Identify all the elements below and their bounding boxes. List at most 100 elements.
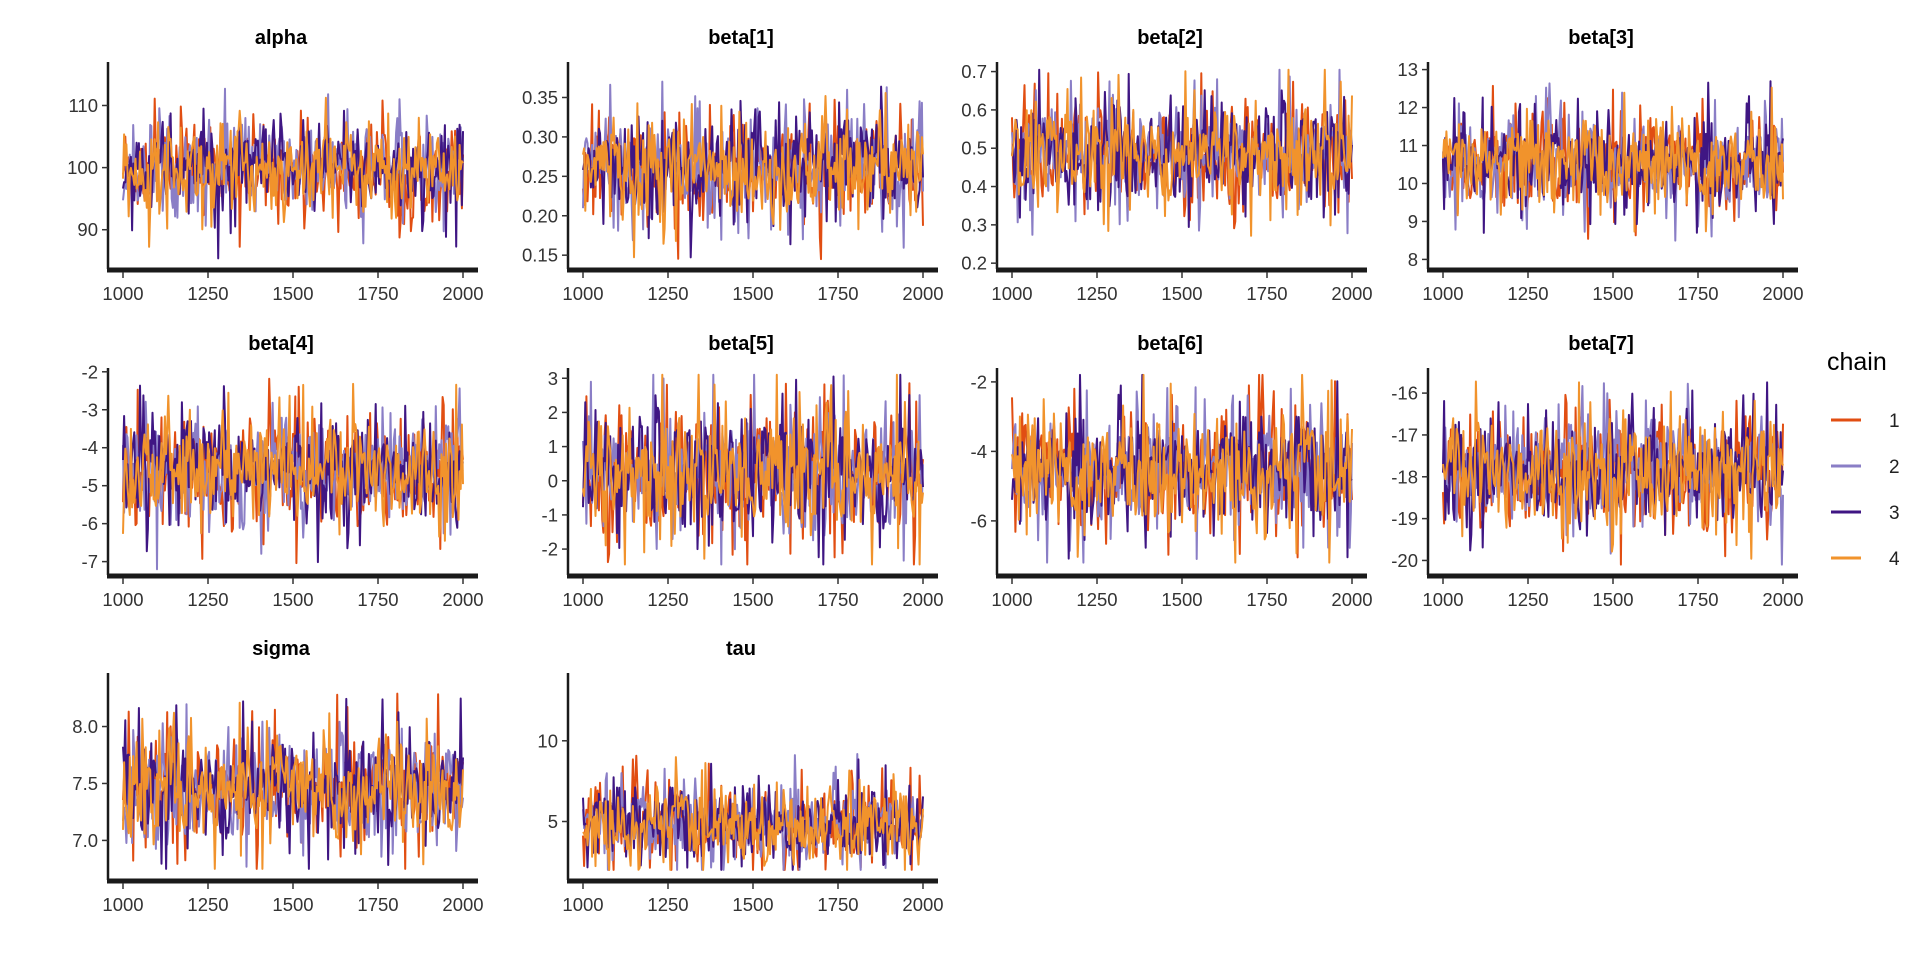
x-tick-label: 1500 [1161,283,1202,304]
panel-title: beta[5] [708,333,774,355]
y-tick-label: 5 [548,811,558,832]
x-tick-label: 1750 [357,283,398,304]
trace-chain-4 [1442,86,1784,233]
y-tick-label: -2 [542,539,558,560]
x-tick-label: 1750 [1246,283,1287,304]
panel-title: beta[1] [708,27,774,49]
x-tick-label: 1500 [1592,283,1633,304]
x-tick-label: 1250 [647,589,688,610]
x-tick-label: 1750 [1246,589,1287,610]
x-tick-label: 2000 [442,283,483,304]
y-tick-label: -18 [1391,466,1418,487]
y-tick-label: 13 [1397,59,1418,80]
x-tick-label: 1000 [102,283,143,304]
traces [1442,80,1784,242]
traces [122,377,464,571]
x-tick-label: 1000 [991,589,1032,610]
x-tick-label: 1000 [562,283,603,304]
x-tick-label: 1500 [272,894,313,915]
panel-title: beta[6] [1137,333,1203,355]
trace-chain-4 [582,373,924,566]
x-tick-label: 2000 [442,894,483,915]
panel-title: tau [726,638,756,660]
y-tick-label: -2 [971,371,987,392]
x-tick-label: 1250 [647,894,688,915]
trace-chain-4 [122,96,464,248]
legend-item-chain-4: 4 [1831,549,1900,570]
x-tick-label: 2000 [1762,283,1803,304]
x-tick-label: 1250 [647,283,688,304]
y-tick-label: -6 [82,513,98,534]
y-tick-label: -19 [1391,508,1418,529]
panel-sigma: sigma 7.0 7.5 8.0 1000 1250 1500 1750 2000 [72,638,483,915]
y-tick-label: -7 [82,551,98,572]
panel-beta4: beta[4] -7 -6 -5 -4 -3 -2 1000 1250 1500 1750 2000 [82,333,484,610]
x-tick-label: 1250 [187,283,228,304]
x-tick-label: 1750 [817,283,858,304]
trace-chain-4 [122,701,464,870]
x-tick-label: 1000 [1422,283,1463,304]
y-tick-label: -4 [82,437,98,458]
y-tick-label: 3 [548,368,558,389]
y-tick-label: 0.20 [522,205,558,226]
legend-item-chain-3: 3 [1831,503,1900,524]
panel-beta1: beta[1] 0.15 0.20 0.25 0.30 0.35 1000 1250 1500 1… [522,27,944,304]
traces [582,373,924,566]
panel-title: alpha [255,27,308,49]
x-tick-label: 1250 [1507,283,1548,304]
x-tick-label: 1250 [187,589,228,610]
panel-beta7: beta[7] -20 -19 -18 -17 -16 1000 1250 1500 1750 20… [1391,333,1803,610]
y-tick-label: 1 [548,436,558,457]
y-tick-label: 0.5 [961,138,987,159]
traces [1011,373,1353,564]
y-tick-label: 10 [1397,173,1418,194]
x-tick-label: 1750 [1677,589,1718,610]
x-tick-label: 1000 [991,283,1032,304]
x-tick-label: 2000 [902,283,943,304]
traces [582,80,924,261]
legend-label: 3 [1889,503,1900,524]
y-tick-label: 0.4 [961,176,987,197]
x-tick-label: 2000 [1331,589,1372,610]
x-tick-label: 1500 [1592,589,1633,610]
x-tick-label: 1000 [1422,589,1463,610]
panel-beta6: beta[6] -6 -4 -2 1000 1250 1500 1750 2000 [971,333,1373,610]
x-tick-label: 2000 [1762,589,1803,610]
panel-title: beta[4] [248,333,314,355]
panel-beta3: beta[3] 8 9 10 11 12 13 1000 1250 1500 1750 2000 [1397,27,1803,304]
traces [122,692,464,870]
x-tick-label: 1750 [817,894,858,915]
panel-beta2: beta[2] 0.2 0.3 0.4 0.5 0.6 0.7 1000 1250 1500 175… [961,27,1372,304]
y-tick-label: 10 [537,730,558,751]
x-tick-label: 2000 [902,589,943,610]
traces [122,87,464,260]
y-tick-label: 2 [548,402,558,423]
trace-chain-3 [582,373,924,566]
y-tick-label: 0.6 [961,99,987,120]
legend-item-chain-1: 1 [1831,411,1900,432]
x-tick-label: 1250 [1507,589,1548,610]
y-tick-label: 0.7 [961,61,987,82]
x-tick-label: 1500 [1161,589,1202,610]
x-tick-label: 1500 [272,283,313,304]
y-tick-label: -4 [971,441,987,462]
y-tick-label: 100 [67,157,98,178]
traces [582,753,924,871]
panel-beta5: beta[5] -2 -1 0 1 2 3 1000 1250 1500 1750 2000 [542,333,944,610]
y-tick-label: 12 [1397,97,1418,118]
y-tick-label: 110 [69,95,99,116]
x-tick-label: 1250 [1076,283,1117,304]
x-tick-label: 1500 [732,283,773,304]
trace-chain-4 [1442,380,1784,560]
y-tick-label: 7.5 [72,773,98,794]
y-tick-label: 8 [1408,249,1418,270]
panel-title: sigma [252,638,311,660]
x-tick-label: 1750 [357,589,398,610]
y-tick-label: -1 [542,504,558,525]
x-tick-label: 1500 [732,589,773,610]
legend-item-chain-2: 2 [1831,457,1900,478]
y-tick-label: 11 [1399,135,1418,156]
x-tick-label: 1250 [187,894,228,915]
traces [1011,68,1353,237]
